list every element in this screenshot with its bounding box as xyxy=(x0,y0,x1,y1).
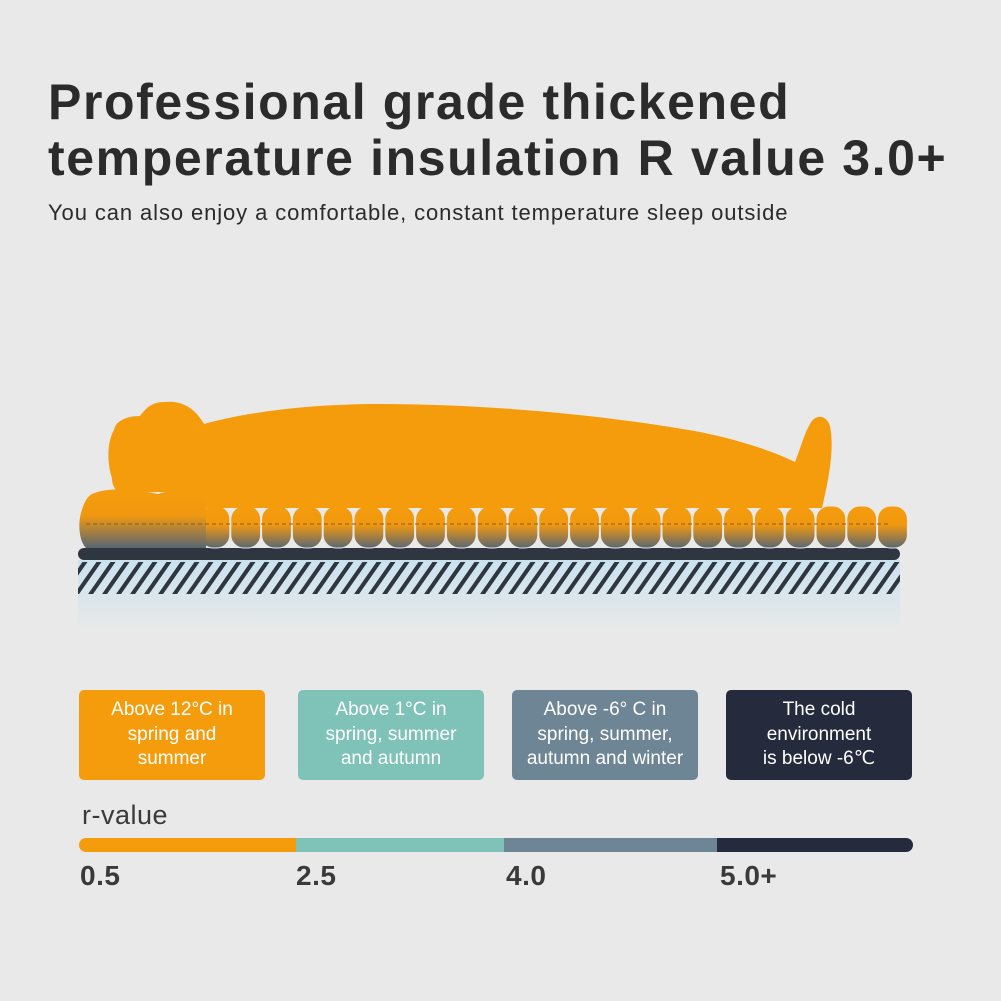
person-silhouette xyxy=(108,401,832,508)
sleeping-pad-illustration xyxy=(78,401,908,630)
air-cell xyxy=(569,505,600,549)
r-value-tick: 5.0+ xyxy=(720,860,778,891)
air-cell xyxy=(630,505,662,549)
season-label: The cold environment is below -6℃ xyxy=(762,699,876,770)
r-value-segment xyxy=(504,838,717,852)
r-value-segment xyxy=(79,838,296,852)
pillow xyxy=(79,489,206,548)
page-subtitle: You can also enjoy a comfortable, consta… xyxy=(48,200,789,225)
r-value-tick: 0.5 xyxy=(80,860,121,891)
air-cell xyxy=(230,505,262,549)
season-card-mild: Above 1°C in spring, summer and autumn xyxy=(298,690,484,780)
air-cell xyxy=(261,505,292,549)
ground-line xyxy=(78,548,900,560)
air-cell xyxy=(291,505,323,549)
r-value-tick: 4.0 xyxy=(506,860,547,891)
ground-hatch xyxy=(78,562,900,594)
r-value-segment xyxy=(295,838,505,852)
air-cell xyxy=(877,505,908,549)
air-cell xyxy=(538,505,570,549)
season-card-cold: The cold environment is below -6℃ xyxy=(726,690,912,780)
page-title: Professional grade thickened temperature… xyxy=(48,74,948,186)
air-cell xyxy=(415,505,446,549)
air-cell xyxy=(507,505,539,549)
season-card-warm: Above 12°C in spring and summer xyxy=(79,690,265,780)
air-cell xyxy=(784,505,816,549)
season-label: Above -6° C in spring, summer, autumn an… xyxy=(526,699,684,770)
r-value-label: r-value xyxy=(82,800,169,830)
air-cell xyxy=(445,505,477,549)
air-cell xyxy=(846,505,878,549)
r-value-bar xyxy=(79,838,913,852)
r-value-tick: 2.5 xyxy=(296,860,337,891)
air-cell xyxy=(599,505,631,549)
air-cell xyxy=(476,505,508,549)
air-cell xyxy=(723,505,754,549)
air-cell xyxy=(661,505,693,549)
r-value-segment xyxy=(716,838,913,852)
air-cell xyxy=(322,505,354,549)
air-cell xyxy=(353,505,385,549)
season-card-cool: Above -6° C in spring, summer, autumn an… xyxy=(512,690,698,780)
air-cell xyxy=(384,505,416,549)
season-label: Above 1°C in spring, summer and autumn xyxy=(325,699,457,770)
air-cell xyxy=(815,505,847,549)
air-cell xyxy=(753,505,785,549)
season-label: Above 12°C in spring and summer xyxy=(111,699,233,770)
air-pad xyxy=(199,505,908,549)
air-cell xyxy=(692,505,724,549)
